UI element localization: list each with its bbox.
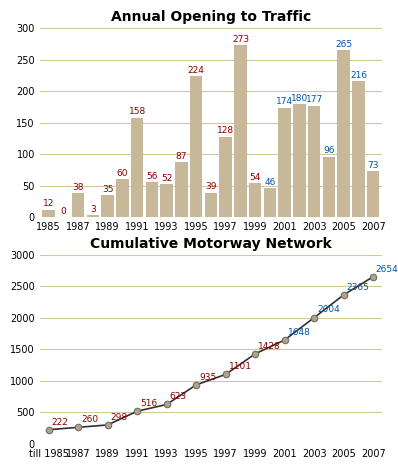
Text: 224: 224	[188, 66, 205, 75]
Point	[164, 401, 170, 408]
Text: 0: 0	[60, 207, 66, 216]
Point	[252, 350, 258, 358]
Bar	[175, 162, 188, 217]
Text: 54: 54	[250, 173, 261, 182]
Text: 39: 39	[205, 182, 217, 191]
Point	[281, 336, 288, 344]
Text: 516: 516	[140, 399, 157, 408]
Title: Cumulative Motorway Network: Cumulative Motorway Network	[90, 237, 332, 251]
Text: 38: 38	[72, 183, 84, 192]
Point	[370, 273, 377, 280]
Text: 265: 265	[335, 40, 352, 49]
Bar	[101, 195, 114, 217]
Bar	[249, 183, 261, 217]
Text: 46: 46	[264, 178, 276, 187]
Bar	[264, 188, 276, 217]
Bar	[116, 179, 129, 217]
Bar	[308, 106, 320, 217]
Point	[311, 314, 317, 321]
Text: 12: 12	[43, 199, 55, 208]
Bar	[42, 210, 55, 217]
Text: 52: 52	[161, 174, 172, 183]
Bar	[279, 108, 291, 217]
Point	[341, 291, 347, 299]
Text: 935: 935	[199, 373, 217, 382]
Text: 216: 216	[350, 71, 367, 80]
Bar	[160, 185, 173, 217]
Text: 60: 60	[117, 169, 128, 178]
Text: 1648: 1648	[288, 328, 310, 337]
Text: 128: 128	[217, 126, 234, 135]
Text: 623: 623	[170, 392, 187, 401]
Text: 174: 174	[276, 97, 293, 106]
Bar	[352, 81, 365, 217]
Text: 73: 73	[367, 161, 379, 170]
Bar	[234, 45, 247, 217]
Bar	[146, 182, 158, 217]
Bar	[72, 193, 84, 217]
Point	[105, 421, 111, 429]
Title: Annual Opening to Traffic: Annual Opening to Traffic	[111, 10, 311, 25]
Text: 96: 96	[323, 146, 335, 155]
Text: 3: 3	[90, 205, 96, 214]
Bar	[87, 215, 99, 217]
Point	[75, 423, 81, 431]
Text: 222: 222	[52, 418, 68, 427]
Bar	[323, 157, 335, 217]
Text: 1428: 1428	[258, 342, 281, 351]
Bar	[131, 118, 143, 217]
Text: 2004: 2004	[317, 305, 340, 314]
Text: 2365: 2365	[347, 283, 370, 292]
Point	[134, 407, 140, 415]
Bar	[219, 136, 232, 217]
Text: 298: 298	[111, 413, 128, 422]
Point	[222, 371, 229, 378]
Point	[45, 426, 52, 433]
Bar	[190, 76, 203, 217]
Text: 177: 177	[306, 95, 323, 104]
Bar	[293, 104, 306, 217]
Text: 273: 273	[232, 35, 249, 44]
Text: 87: 87	[176, 152, 187, 161]
Bar	[367, 171, 380, 217]
Bar	[338, 51, 350, 217]
Text: 35: 35	[102, 185, 113, 194]
Text: 1101: 1101	[228, 362, 252, 371]
Text: 56: 56	[146, 172, 158, 181]
Text: 260: 260	[81, 415, 98, 424]
Bar	[205, 193, 217, 217]
Text: 2654: 2654	[375, 264, 398, 273]
Text: 180: 180	[291, 93, 308, 102]
Text: 158: 158	[129, 108, 146, 117]
Point	[193, 381, 199, 388]
